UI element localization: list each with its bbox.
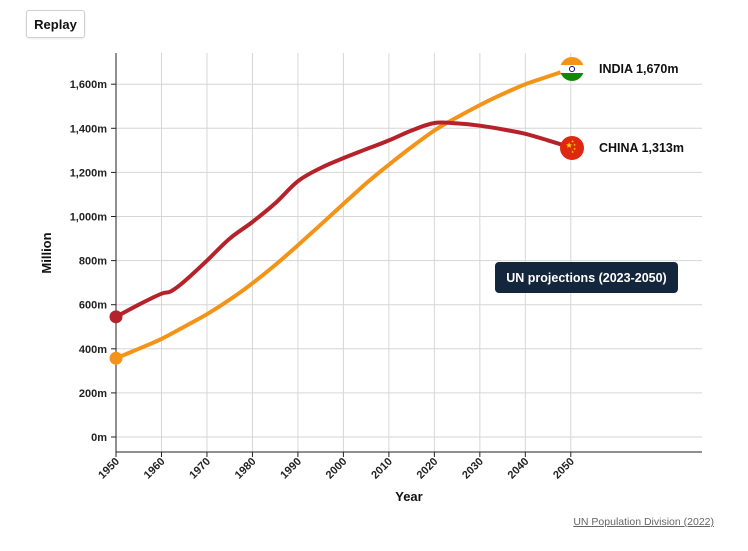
x-tick-label: 1970 — [187, 456, 213, 482]
x-tick-label: 2040 — [506, 456, 532, 482]
y-tick-label: 600m — [79, 300, 107, 312]
x-tick-label: 2030 — [460, 456, 486, 482]
source-link[interactable]: UN Population Division (2022) — [573, 516, 714, 528]
y-tick-label: 0m — [91, 432, 107, 444]
india-end-label: INDIA 1,670m — [599, 62, 678, 76]
y-axis-title: Million — [39, 232, 54, 273]
x-tick-label: 2020 — [415, 456, 441, 482]
china-flag-icon: ★ ★ ★ ★ ★ — [560, 136, 584, 160]
y-tick-label: 1,400m — [70, 123, 108, 135]
axes: 0m 200m 400m 600m 800m 1,000m 1,200m 1,400m 1,60… — [70, 53, 702, 481]
y-tick-label: 1,200m — [70, 167, 108, 179]
x-tick-label: 1980 — [233, 456, 259, 482]
gridlines — [115, 53, 702, 452]
y-tick-label: 1,600m — [70, 79, 108, 91]
svg-text:★: ★ — [573, 147, 576, 151]
china-end-label: CHINA 1,313m — [599, 141, 684, 155]
y-tick-label: 400m — [79, 344, 107, 356]
svg-text:★: ★ — [566, 141, 573, 150]
series-lines — [109, 66, 573, 365]
svg-text:★: ★ — [571, 140, 574, 144]
x-tick-label: 2050 — [551, 456, 577, 482]
india-flag-icon — [560, 57, 584, 81]
svg-text:★: ★ — [573, 143, 576, 147]
replay-button[interactable]: Replay — [26, 10, 85, 38]
india-start-point — [109, 351, 123, 365]
x-tick-label: 1950 — [96, 456, 122, 482]
y-tick-label: 1,000m — [70, 212, 108, 224]
y-tick-label: 800m — [79, 256, 107, 268]
svg-text:★: ★ — [571, 150, 574, 154]
x-tick-label: 2000 — [324, 456, 350, 482]
china-start-point — [109, 310, 123, 324]
china-series-line — [114, 120, 573, 319]
projection-annotation: UN projections (2023-2050) — [495, 262, 678, 293]
x-axis-title: Year — [395, 489, 422, 504]
x-tick-label: 1990 — [278, 456, 304, 482]
india-series-line — [114, 66, 573, 361]
y-tick-label: 200m — [79, 388, 107, 400]
x-tick-label: 1960 — [142, 456, 168, 482]
x-tick-label: 2010 — [369, 456, 395, 482]
